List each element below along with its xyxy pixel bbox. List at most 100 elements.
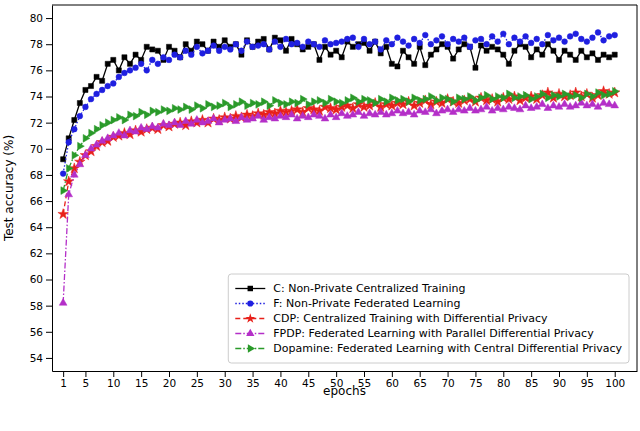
tick-label: 35 — [246, 377, 259, 389]
marker — [406, 43, 412, 49]
marker — [506, 61, 511, 66]
marker — [115, 129, 123, 136]
marker — [211, 43, 217, 49]
tick: 15 — [135, 371, 148, 389]
tick: 90 — [553, 371, 566, 389]
marker — [350, 44, 355, 49]
series-line — [63, 38, 615, 160]
marker — [266, 47, 272, 53]
tick-mark — [336, 371, 337, 377]
marker — [267, 47, 272, 52]
marker — [99, 87, 105, 93]
marker — [551, 37, 557, 43]
tick-mark — [587, 371, 588, 377]
marker — [288, 110, 296, 117]
legend-marker — [248, 344, 255, 352]
marker — [339, 55, 344, 60]
marker — [517, 39, 523, 45]
marker — [606, 33, 612, 39]
tick: 30 — [219, 371, 232, 389]
marker — [512, 48, 517, 53]
tick-label: 15 — [135, 377, 148, 389]
tick-label: 74 — [30, 90, 44, 102]
marker — [522, 101, 530, 108]
marker — [333, 40, 339, 46]
marker — [78, 142, 85, 150]
marker — [395, 35, 401, 41]
tick-label: 68 — [30, 169, 43, 181]
marker — [70, 170, 78, 177]
marker — [278, 44, 284, 50]
marker — [578, 36, 584, 42]
tick-label: 20 — [163, 377, 176, 389]
marker — [445, 41, 451, 47]
legend-marker — [245, 313, 255, 322]
tick-mark — [46, 18, 52, 19]
marker — [439, 33, 445, 39]
marker — [495, 39, 501, 45]
marker — [545, 32, 551, 38]
marker — [573, 57, 578, 62]
marker — [66, 139, 72, 145]
tick-label: 54 — [30, 352, 44, 364]
tick: 64 — [30, 221, 52, 233]
marker — [216, 48, 222, 54]
marker — [59, 299, 67, 306]
marker — [66, 165, 73, 173]
marker — [161, 54, 167, 60]
marker — [261, 41, 267, 47]
tick: 68 — [30, 169, 52, 181]
marker — [166, 57, 172, 63]
marker — [562, 39, 568, 45]
marker — [250, 44, 256, 50]
marker — [483, 102, 491, 109]
marker — [289, 36, 294, 41]
marker — [545, 42, 550, 47]
marker — [612, 87, 619, 95]
marker — [227, 47, 233, 53]
tick-mark — [46, 149, 52, 150]
marker — [590, 51, 595, 56]
marker — [160, 119, 168, 126]
marker — [61, 187, 68, 195]
marker — [200, 50, 206, 56]
marker — [305, 39, 311, 45]
tick: 10 — [107, 371, 120, 389]
marker — [450, 36, 456, 42]
tick-mark — [197, 371, 198, 377]
marker — [177, 54, 183, 60]
marker — [339, 39, 345, 45]
marker — [484, 48, 489, 53]
marker — [528, 40, 534, 46]
markers — [61, 87, 619, 194]
marker — [467, 44, 473, 50]
marker — [377, 108, 385, 115]
marker — [367, 48, 372, 53]
marker — [72, 117, 77, 122]
tick: 70 — [30, 143, 52, 155]
tick-label: 70 — [30, 143, 43, 155]
legend-marker — [247, 300, 253, 306]
marker — [540, 52, 545, 57]
marker — [277, 112, 285, 119]
tick-label: 5 — [83, 377, 90, 389]
marker — [116, 74, 122, 80]
axis-line — [52, 6, 53, 372]
tick-mark — [46, 97, 52, 98]
marker — [551, 48, 556, 53]
marker — [244, 39, 250, 45]
marker — [155, 48, 160, 53]
tick-mark — [392, 371, 393, 377]
marker — [456, 39, 462, 45]
marker — [611, 101, 619, 108]
tick-label: 10 — [107, 377, 120, 389]
marker — [261, 36, 266, 41]
chart: 1510152025303540455055606570758085909510… — [0, 0, 640, 431]
marker — [71, 126, 77, 132]
marker — [322, 44, 327, 49]
legend-label: CDP: Centralized Training with Different… — [273, 312, 548, 325]
marker — [366, 109, 374, 116]
tick-mark — [559, 371, 560, 377]
marker — [272, 39, 278, 45]
marker — [589, 100, 597, 107]
